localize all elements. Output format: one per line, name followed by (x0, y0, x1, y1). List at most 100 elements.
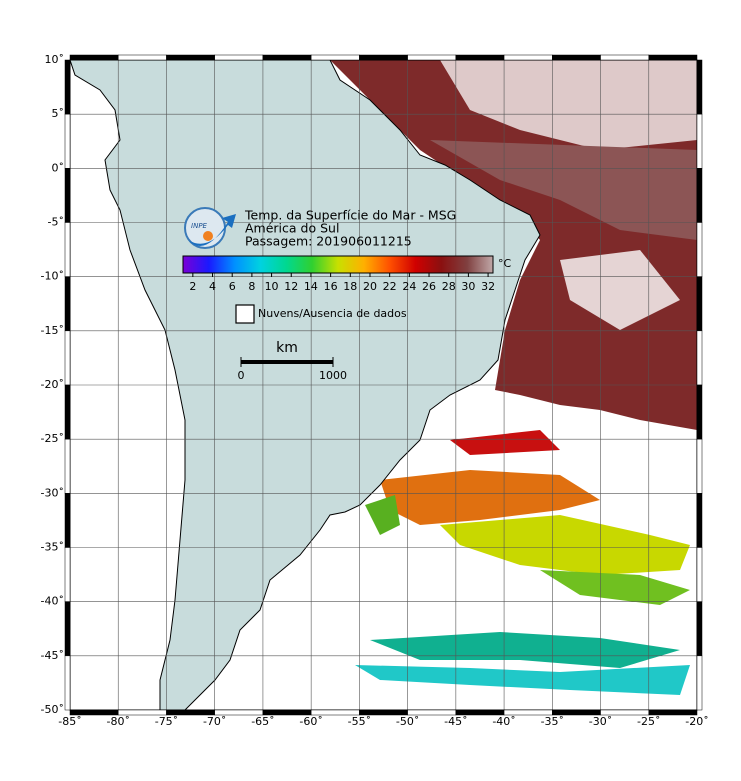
colorbar-tick-label: 2 (189, 280, 196, 293)
colorbar: 2 4 6 8 10 12 14 16 18 20 22 24 26 28 30 32°C (182, 255, 512, 293)
border-segment (455, 54, 505, 61)
title-line: Passagem: 201906011215 (245, 234, 412, 249)
border-segment (64, 547, 71, 602)
border-segment (600, 54, 650, 61)
colorbar-tick-label: 26 (422, 280, 436, 293)
scale-bar-body (241, 360, 333, 364)
sst-patch (450, 430, 560, 455)
logo-sun (203, 231, 213, 241)
x-tick-label: -60˚ (299, 715, 322, 728)
colorbar-tick-label: 8 (248, 280, 255, 293)
colorbar-tick-label: 6 (229, 280, 236, 293)
y-tick-label: -10˚ (41, 270, 64, 283)
scale-tick-label: 0 (238, 369, 245, 382)
border-segment (407, 54, 457, 61)
logo-arrow (188, 214, 236, 246)
border-segment (648, 54, 698, 61)
sst-patch (440, 515, 690, 575)
x-tick-label: -65˚ (251, 715, 274, 728)
colorbar-tick-label: 20 (363, 280, 377, 293)
colorbar-unit: °C (498, 257, 512, 270)
y-tick-label: 10˚ (45, 53, 65, 66)
border-segment (69, 54, 119, 61)
title-line: América do Sul (245, 221, 339, 236)
colorbar-tick-label: 4 (209, 280, 216, 293)
border-segment (696, 168, 703, 223)
sst-patch (540, 570, 690, 605)
x-tick-label: -25˚ (637, 715, 660, 728)
sst-patch (380, 470, 600, 525)
colorbar-tick-label: 30 (461, 280, 475, 293)
colorbar-tick-label: 12 (284, 280, 298, 293)
scale-unit: km (276, 340, 298, 356)
x-tick-label: -55˚ (348, 715, 371, 728)
border-segment (64, 438, 71, 494)
border-segment (696, 222, 703, 277)
border-segment (262, 54, 312, 61)
y-tick-label: -45˚ (41, 649, 64, 662)
graticule (70, 60, 697, 710)
border-segment (696, 438, 703, 494)
border-segment (64, 330, 71, 386)
sst-patch (365, 495, 400, 535)
y-tick-label: -20˚ (41, 378, 64, 391)
x-tick-label: -45˚ (444, 715, 467, 728)
sst-patch (370, 632, 680, 668)
colorbar-tick-label: 10 (265, 280, 279, 293)
y-tick-label: -35˚ (41, 541, 64, 554)
colorbar-tick-label: 28 (442, 280, 456, 293)
border-segment (64, 59, 71, 115)
legend-swatch (235, 304, 255, 324)
border-segment (359, 54, 408, 61)
border-segment (696, 59, 703, 115)
y-tick-label: -40˚ (41, 595, 64, 608)
border-segment (64, 384, 71, 440)
x-tick-label: -35˚ (541, 715, 564, 728)
border-segment (64, 655, 71, 711)
border-segment (503, 54, 553, 61)
border-segment (64, 601, 71, 657)
logo: INPE (184, 207, 236, 249)
y-tick-label: -15˚ (41, 324, 64, 337)
y-tick-label: -30˚ (41, 486, 64, 499)
y-tick-label: 5˚ (52, 107, 65, 120)
border-segment (64, 168, 71, 223)
border-segment (696, 655, 703, 711)
x-tick-label: -30˚ (589, 715, 612, 728)
border-segment (64, 113, 71, 169)
x-tick-label: -40˚ (492, 715, 515, 728)
scale-bar: 0 1000 km (238, 340, 348, 382)
legend-label: Nuvens/Ausencia de dados (258, 307, 407, 320)
x-tick-label: -50˚ (396, 715, 419, 728)
border-segment (64, 222, 71, 277)
logo-text: INPE (191, 222, 208, 230)
border-segment (214, 54, 264, 61)
x-tick-label: -70˚ (203, 715, 226, 728)
border-segment (166, 54, 215, 61)
colorbar-tick-label: 18 (343, 280, 357, 293)
y-tick-label: -25˚ (41, 432, 64, 445)
border-segment (64, 493, 71, 548)
scale-tick-label: 1000 (319, 369, 347, 382)
y-tick-label: -5˚ (48, 216, 64, 229)
border-segment (696, 276, 703, 332)
border-segment (552, 54, 601, 61)
sst-warm-pale (430, 140, 697, 240)
title-line: Temp. da Superfície do Mar - MSG (244, 208, 456, 223)
frame-border (64, 54, 703, 716)
y-tick-label: -50˚ (41, 703, 64, 716)
colorbar-tick-label: 22 (383, 280, 397, 293)
border-segment (696, 547, 703, 602)
colorbar-tick-label: 16 (324, 280, 338, 293)
border-segment (648, 709, 698, 716)
colorbar-fill (182, 255, 494, 274)
colorbar-tick-label: 32 (481, 280, 495, 293)
x-tick-label: -80˚ (106, 715, 129, 728)
colorbar-tick-label: 14 (304, 280, 318, 293)
x-tick-label: -85˚ (58, 715, 81, 728)
x-tick-label: -75˚ (155, 715, 178, 728)
border-segment (696, 601, 703, 657)
y-tick-label: 0˚ (52, 161, 65, 174)
